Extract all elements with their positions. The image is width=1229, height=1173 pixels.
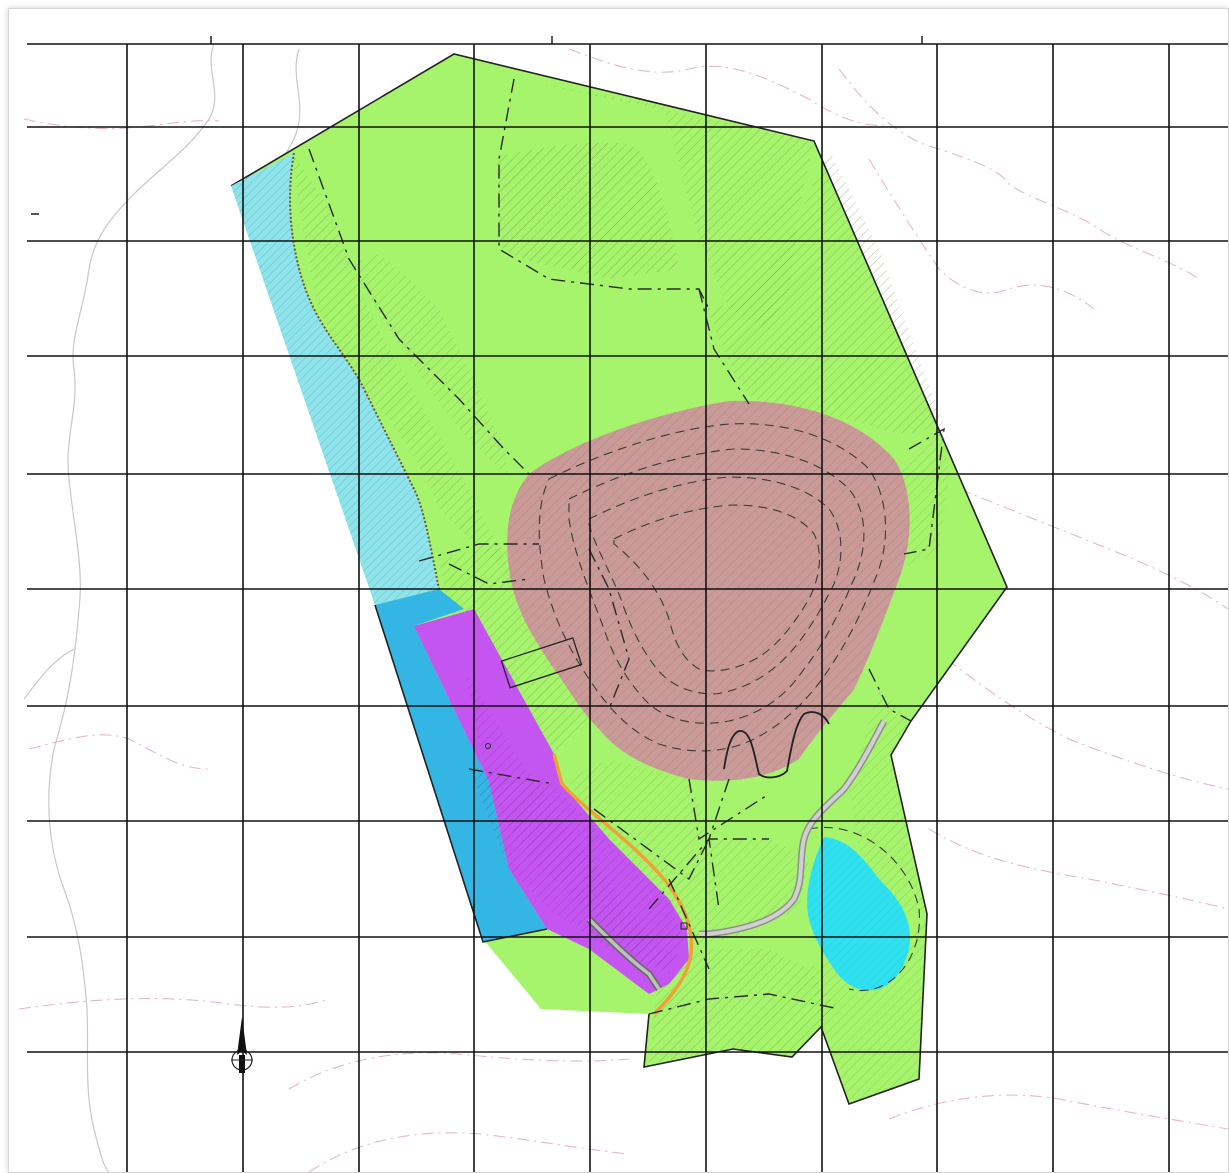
light-cyan-zone (231, 152, 440, 605)
map-sheet (8, 8, 1229, 1173)
map-grid (27, 43, 1228, 1172)
pit-zone (507, 400, 910, 781)
building-outline (485, 637, 688, 930)
background-contours (18, 43, 1228, 1172)
grid-ticks (31, 36, 923, 215)
north-arrow-icon (231, 1017, 253, 1073)
site-plan-map (18, 36, 1228, 1172)
access-road (586, 719, 888, 991)
pond-zone (807, 827, 921, 991)
